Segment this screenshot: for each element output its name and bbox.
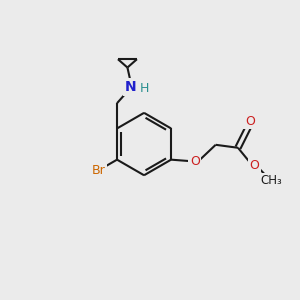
Text: CH₃: CH₃: [260, 174, 282, 187]
Text: N: N: [124, 80, 136, 94]
Text: Br: Br: [92, 164, 106, 177]
Text: O: O: [249, 159, 259, 172]
Text: O: O: [190, 154, 200, 168]
Text: H: H: [140, 82, 149, 95]
Text: O: O: [245, 115, 255, 128]
